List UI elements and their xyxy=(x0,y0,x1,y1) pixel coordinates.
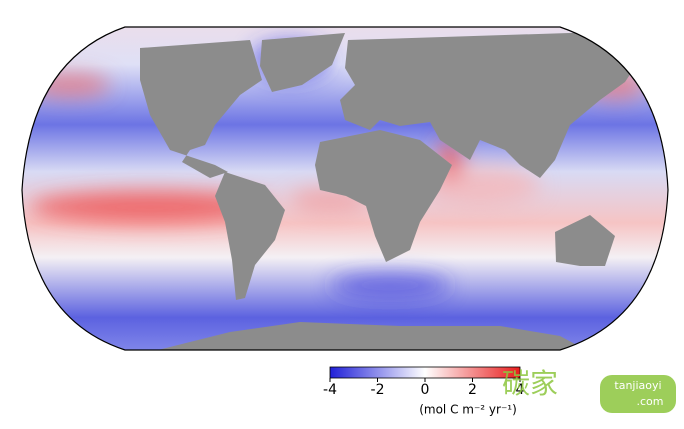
watermark: 碳家 tanjiaoyi .com xyxy=(502,367,676,413)
watermark-domain: .com xyxy=(637,395,664,408)
colorbar-tick-label: -2 xyxy=(371,382,385,398)
colorbar-tick-label: -4 xyxy=(323,382,337,398)
colorbar-tick-label: 4 xyxy=(516,382,525,398)
watermark-brand: 碳家 xyxy=(502,367,558,400)
colorbar-ticks: -4 -2 0 2 4 xyxy=(323,378,525,398)
colorbar xyxy=(329,366,521,379)
map-outline xyxy=(21,26,669,351)
watermark-site: tanjiaoyi xyxy=(614,379,661,392)
continents xyxy=(140,32,645,350)
colorbar-tick-label: 0 xyxy=(421,382,430,398)
colorbar-label: (mol C m⁻² yr⁻¹) xyxy=(419,403,517,417)
colorbar-tick-label: 2 xyxy=(468,382,477,398)
watermark-badge xyxy=(600,375,676,413)
